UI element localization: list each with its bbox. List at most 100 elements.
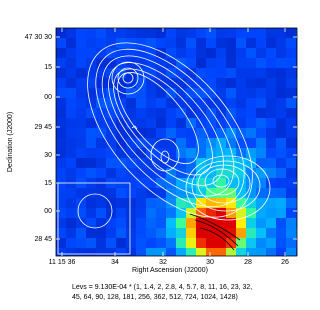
pixel: [56, 188, 67, 199]
pixel: [156, 138, 167, 149]
pixel: [106, 118, 117, 129]
pixel: [256, 108, 267, 119]
pixel: [176, 248, 187, 256]
pixel: [216, 128, 227, 139]
pixel: [66, 248, 77, 256]
pixel: [286, 178, 297, 189]
pixel: [166, 28, 177, 39]
pixel: [56, 208, 67, 219]
contour: [160, 150, 170, 164]
pixel: [96, 228, 107, 239]
pixel: [226, 108, 237, 119]
pixel: [116, 68, 127, 79]
pixel: [136, 128, 147, 139]
pixel: [76, 128, 87, 139]
pixel: [66, 238, 77, 249]
pixel: [236, 208, 247, 219]
pixel: [226, 178, 237, 189]
pixel: [256, 128, 267, 139]
pixel: [96, 198, 107, 209]
pixel: [136, 78, 147, 89]
pixel: [156, 198, 167, 209]
figure: 47 30 30 15 00 29 45 30 15 00 28 45 11 15 36 34 32…: [7, 27, 298, 301]
pixel: [226, 38, 237, 49]
pixel: [276, 128, 287, 139]
pixel: [76, 258, 87, 269]
pixel: [126, 128, 137, 139]
pixel: [206, 98, 217, 109]
pixel: [146, 248, 157, 256]
pixel: [236, 198, 247, 209]
pixel: [216, 238, 227, 249]
pixel: [276, 248, 287, 256]
pixel: [66, 118, 77, 129]
pixel: [56, 68, 67, 79]
pixel: [256, 198, 267, 209]
pixel: [226, 58, 237, 69]
contour: [117, 72, 199, 164]
pixel: [246, 138, 257, 149]
pixel: [256, 188, 267, 199]
pixel: [96, 188, 107, 199]
pixel: [226, 78, 237, 89]
pixel: [276, 88, 287, 99]
pixel: [186, 128, 197, 139]
y-tick-label: 15: [44, 180, 52, 187]
pixel: [136, 218, 147, 229]
pixel: [246, 38, 257, 49]
pixel: [226, 138, 237, 149]
pixel: [266, 248, 277, 256]
pixel: [66, 138, 77, 149]
pixel: [146, 68, 157, 79]
pixel: [256, 28, 267, 39]
pixel: [186, 118, 197, 129]
pixel: [86, 188, 97, 199]
pixel: [76, 138, 87, 149]
pixel: [56, 238, 67, 249]
pixel: [66, 58, 77, 69]
pixel: [96, 38, 107, 49]
pixel: [176, 198, 187, 209]
pixel: [56, 168, 67, 179]
pixel: [96, 58, 107, 69]
pixel: [266, 238, 277, 249]
pixel: [176, 88, 187, 99]
pixel: [166, 158, 177, 169]
pixel: [196, 248, 207, 256]
pixel: [176, 118, 187, 129]
pixel: [66, 98, 77, 109]
pixel: [176, 148, 187, 159]
pixel: [266, 108, 277, 119]
pixel: [286, 98, 297, 109]
pixel: [286, 188, 297, 199]
pixel: [126, 228, 137, 239]
pixel: [126, 138, 137, 149]
pixel: [176, 178, 187, 189]
pixel: [186, 38, 197, 49]
pixel: [166, 48, 177, 59]
pixel: [256, 68, 267, 79]
pixel: [146, 88, 157, 99]
pixel: [296, 168, 297, 179]
pixel: [106, 188, 117, 199]
pixel: [66, 88, 77, 99]
pixel: [76, 198, 87, 209]
pixel: [196, 68, 207, 79]
pixel: [216, 218, 227, 229]
pixel: [166, 208, 177, 219]
pixel: [176, 218, 187, 229]
pixel: [56, 58, 67, 69]
pixel: [96, 168, 107, 179]
x-tick-label: 26: [281, 259, 289, 266]
pixel: [286, 158, 297, 169]
pixel: [266, 58, 277, 69]
pixel: [146, 98, 157, 109]
pixel: [216, 38, 227, 49]
pixel: [86, 158, 97, 169]
pixel: [246, 148, 257, 159]
pixel: [176, 68, 187, 79]
pixel: [286, 108, 297, 119]
pixel: [296, 48, 297, 59]
pixel: [56, 108, 67, 119]
pixel: [256, 38, 267, 49]
